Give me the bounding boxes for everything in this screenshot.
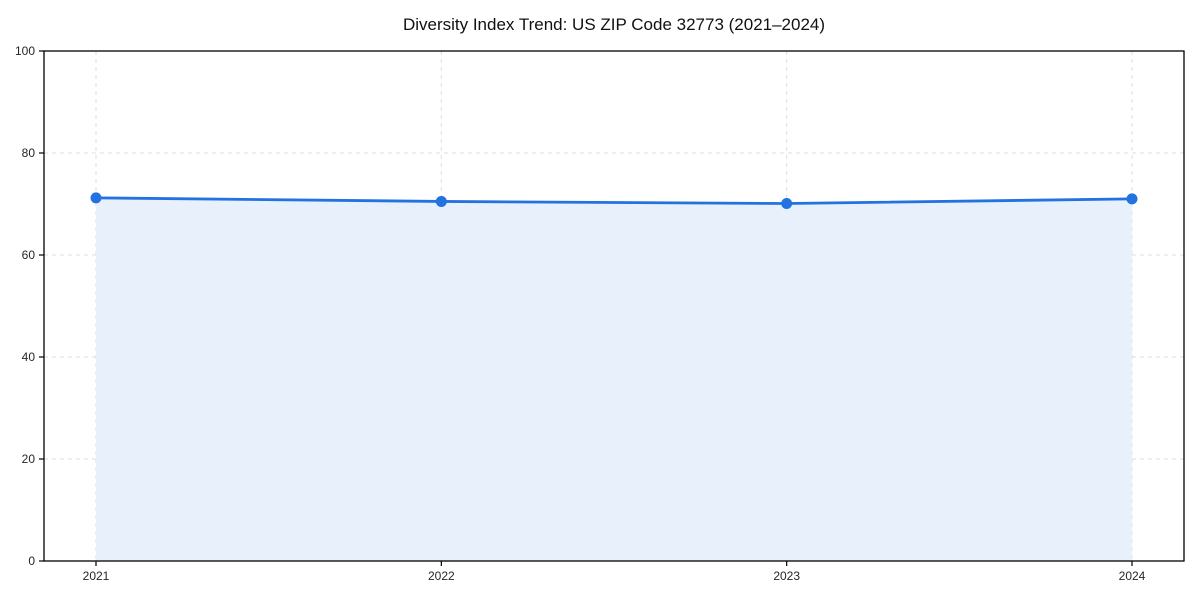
data-point-marker bbox=[781, 197, 793, 209]
y-tick-label: 60 bbox=[22, 248, 36, 262]
y-tick-label: 20 bbox=[22, 452, 36, 466]
chart-title: Diversity Index Trend: US ZIP Code 32773… bbox=[403, 15, 825, 34]
x-tick-label: 2021 bbox=[83, 569, 110, 583]
y-tick-label: 80 bbox=[22, 146, 36, 160]
plot-border bbox=[43, 50, 1185, 562]
y-tick-label: 0 bbox=[28, 554, 35, 568]
x-tick-label: 2023 bbox=[773, 569, 800, 583]
data-point-marker bbox=[435, 195, 447, 207]
plot-content: 0 20 40 60 80 100 2021 2022 2023 2024 bbox=[15, 44, 1185, 583]
x-tick-label: 2022 bbox=[428, 569, 455, 583]
y-tick-label: 40 bbox=[22, 350, 36, 364]
data-point-marker bbox=[90, 192, 102, 204]
area-fill bbox=[96, 197, 1132, 561]
trend-line bbox=[94, 196, 1134, 205]
x-tick-label: 2024 bbox=[1119, 569, 1146, 583]
y-tick-label: 100 bbox=[15, 44, 35, 58]
data-point-marker bbox=[1126, 193, 1138, 205]
